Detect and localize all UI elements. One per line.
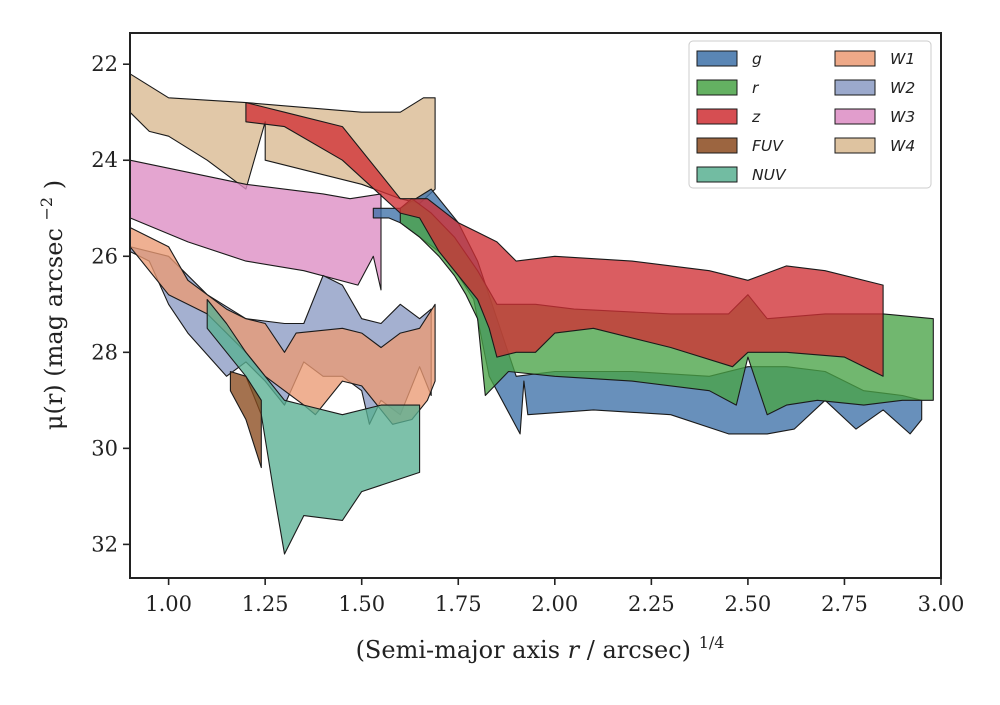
x-axis-label: (Semi-major axis r / arcsec) 1/4	[356, 633, 725, 664]
x-axis-ticks: 1.00 1.25 1.50 1.75 2.00 2.25 2.50 2.75 3.00	[145, 578, 964, 616]
y-tick-label: 24	[91, 148, 118, 172]
band-w3	[129, 159, 382, 291]
x-tick-label: 1.75	[435, 592, 482, 616]
legend-label-w4: W4	[890, 137, 915, 155]
profile-bands	[129, 73, 934, 555]
legend-label-r: r	[752, 79, 760, 97]
legend-swatch-g	[696, 50, 738, 67]
legend-label-g: g	[752, 50, 762, 68]
x-axis-label-main: (Semi-major axis	[356, 636, 560, 664]
y-tick-label: 32	[91, 532, 118, 556]
x-tick-label: 1.50	[338, 592, 385, 616]
legend-swatch-nuv	[696, 166, 738, 183]
x-tick-label: 2.50	[725, 592, 772, 616]
x-tick-label: 2.75	[821, 592, 868, 616]
legend-swatch-w2	[834, 79, 876, 96]
y-axis-ticks: 22 24 26 28 30 32	[91, 52, 130, 556]
legend-label-w1: W1	[890, 50, 915, 68]
band-z	[245, 102, 884, 377]
legend: grz FUV NUV W1 W2 W3 W4	[688, 40, 932, 189]
y-tick-label: 28	[91, 340, 118, 364]
legend-swatch-w3	[834, 108, 876, 125]
x-axis-label-unit: / arcsec)	[587, 636, 691, 664]
legend-label-w2: W2	[890, 79, 915, 97]
legend-label-w3: W3	[890, 108, 915, 126]
legend-label-fuv: FUV	[752, 137, 784, 155]
legend-swatch-w4	[834, 137, 876, 154]
y-tick-label: 22	[91, 52, 118, 76]
x-tick-label: 1.25	[242, 592, 289, 616]
x-tick-label: 3.00	[918, 592, 965, 616]
legend-swatch-z	[696, 108, 738, 125]
x-axis-label-exponent: 1/4	[699, 633, 725, 652]
x-tick-label: 2.25	[628, 592, 675, 616]
band-fuv	[229, 370, 262, 469]
x-tick-label: 1.00	[145, 592, 192, 616]
legend-swatch-r	[696, 79, 738, 96]
legend-label-nuv: NUV	[752, 166, 787, 184]
y-tick-label: 26	[91, 244, 118, 268]
y-axis-label: μ(r) (mag arcsec −2 )	[30, 180, 68, 430]
legend-swatch-w1	[834, 50, 876, 67]
legend-label-z: z	[751, 108, 761, 126]
x-axis-label-var: r	[568, 636, 581, 664]
x-tick-label: 2.00	[531, 592, 578, 616]
plot-frame	[129, 32, 942, 579]
y-axis-label-main: μ(r) (mag arcsec	[40, 228, 68, 430]
y-axis-label-exponent: −2	[37, 197, 56, 221]
y-axis-label-close: )	[40, 180, 68, 189]
y-tick-label: 30	[91, 436, 118, 460]
legend-swatch-fuv	[696, 137, 738, 154]
